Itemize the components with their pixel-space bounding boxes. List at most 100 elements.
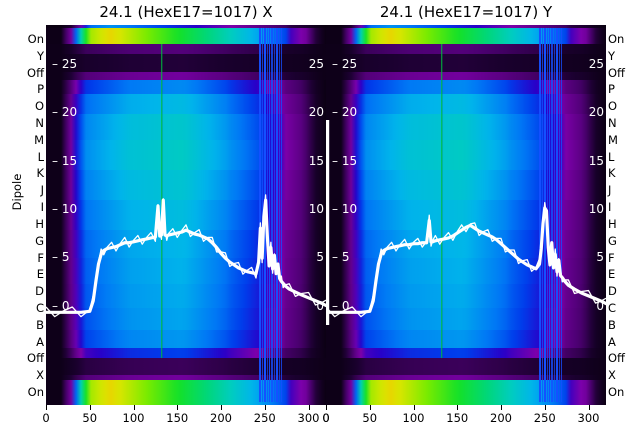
category-label: K — [36, 166, 44, 181]
x-tick-mark — [221, 405, 222, 410]
category-label: F — [608, 250, 615, 265]
category-label: Y — [608, 48, 616, 63]
heatmap-stripe — [276, 28, 278, 402]
heatmap-row — [46, 358, 326, 375]
category-label: Y — [36, 48, 44, 63]
heatmap-stripe — [558, 28, 560, 402]
category-label: X — [36, 368, 44, 383]
category-label: H — [608, 216, 617, 231]
heatmap-stripe — [551, 28, 553, 402]
inner-y-tick-label: – 15 — [52, 153, 78, 168]
x-tick-label: 0 — [322, 411, 330, 425]
category-label: H — [35, 216, 44, 231]
waveform-line — [326, 206, 606, 314]
heatmap-stripe — [560, 28, 563, 402]
x-tick-label: 300 — [577, 411, 600, 425]
category-label: E — [608, 267, 616, 282]
inner-y-tick-label: – 20 — [332, 105, 358, 120]
heatmap-hairline — [160, 44, 162, 358]
inner-y-tick-label: – 5 — [332, 250, 350, 265]
x-tick-mark — [544, 405, 546, 410]
heatmap-row — [46, 375, 326, 380]
x-tick-label: 250 — [533, 411, 556, 425]
heatmap-row — [46, 44, 326, 54]
category-label: On — [608, 32, 625, 46]
inner-y-tick-label: 15 — [308, 153, 324, 168]
heatmap-stripe — [539, 28, 541, 402]
inner-y-tick-label: 0 — [596, 298, 604, 313]
heatmap-row — [326, 358, 606, 375]
inner-y-tick-label: 5 — [316, 250, 324, 265]
x-tick-label: 0 — [42, 411, 50, 425]
category-label: X — [608, 368, 616, 383]
category-label: E — [36, 267, 44, 282]
waveform-line-echo — [46, 194, 326, 318]
heatmap-stripe — [280, 28, 283, 402]
inner-y-tick-label: 10 — [308, 201, 324, 216]
heatmap-row — [46, 72, 326, 80]
waveform-line — [46, 198, 326, 314]
x-tick-label: 100 — [122, 411, 145, 425]
x-tick-label: 150 — [446, 411, 469, 425]
inner-y-tick-label: 0 — [316, 298, 324, 313]
heatmap-stripe — [273, 28, 275, 402]
category-label: Off — [27, 65, 44, 80]
x-tick-mark — [457, 405, 459, 410]
x-tick-label: 50 — [82, 411, 98, 425]
category-label: O — [608, 99, 618, 114]
heatmap-row — [46, 308, 326, 330]
x-tick-mark — [177, 405, 179, 410]
heatmap-row — [326, 28, 606, 44]
inner-y-tick-label: 20 — [588, 105, 604, 120]
heatmap-panel-x[interactable]: – 0 0 – 5 5 – 10 10 – 15 15 – 20 20 – 25 25 — [46, 25, 326, 405]
category-label: P — [608, 82, 615, 97]
category-label: C — [608, 300, 617, 315]
category-label: A — [608, 334, 616, 349]
heatmap-panel-y[interactable]: – 0 0 – 5 5 – 10 10 – 15 15 – 20 20 – 25 25 — [326, 25, 606, 405]
inner-y-tick-label: 25 — [588, 57, 604, 71]
inner-y-tick-label: 5 — [596, 250, 604, 265]
x-tick-mark — [369, 405, 371, 410]
heatmap-row — [46, 80, 326, 94]
x-axis-spill-label: 0 — [46, 405, 330, 439]
x-axis-panel-y: 0 50 100 150 200 250 300 — [322, 405, 606, 439]
heatmap-stripe — [553, 28, 555, 402]
heatmap-row — [326, 80, 606, 94]
heatmap-hairline — [440, 44, 442, 358]
x-tick-mark — [308, 405, 310, 410]
x-tick-label: 250 — [253, 411, 276, 425]
x-tick-mark — [413, 405, 415, 410]
heatmap-stripe — [278, 28, 280, 402]
heatmap-row — [46, 330, 326, 348]
heatmap-row — [326, 308, 606, 330]
category-label: K — [608, 166, 616, 181]
overlay-waveform-x — [46, 194, 326, 318]
x-tick-mark — [264, 405, 266, 410]
heatmap-row — [326, 44, 606, 54]
heatmap-stripe — [548, 28, 551, 402]
x-tick-label: 100 — [402, 411, 425, 425]
heatmap-row — [326, 94, 606, 114]
category-label: D — [608, 284, 617, 299]
heatmap-stripe — [261, 28, 263, 402]
heatmap-row — [326, 375, 606, 380]
category-label: I — [608, 200, 612, 215]
category-label: F — [37, 250, 44, 265]
heatmap-stripe — [268, 28, 271, 402]
inner-y-tick-label: – 10 — [52, 201, 78, 216]
heatmap-row — [46, 25, 326, 28]
x-tick-mark — [89, 405, 91, 410]
x-tick-label: 50 — [362, 411, 378, 425]
category-label: Off — [27, 351, 44, 366]
category-label: D — [35, 284, 44, 299]
heatmap-row — [46, 28, 326, 44]
heatmap-row — [326, 25, 606, 28]
category-label: On — [608, 385, 625, 399]
heatmap-row — [326, 54, 606, 72]
inner-y-tick-label: 25 — [308, 57, 324, 71]
heatmap-image-x — [46, 25, 326, 405]
inner-y-tick-label: – 10 — [332, 201, 358, 216]
category-label: B — [36, 317, 44, 332]
x-tick-mark — [588, 405, 590, 410]
